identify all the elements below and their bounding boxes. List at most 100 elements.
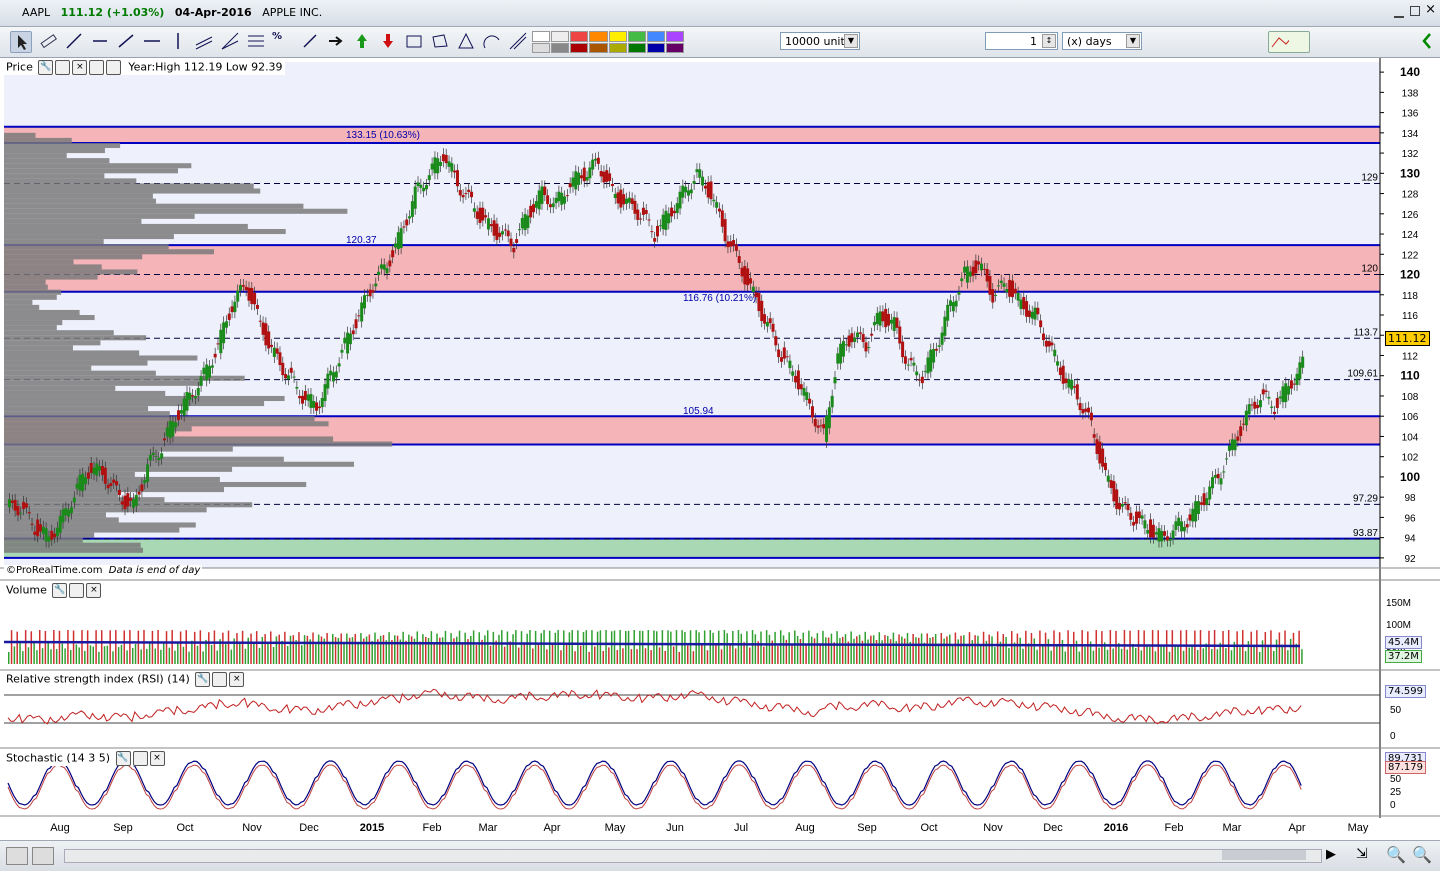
chart-area[interactable]: 133.15 (10.63%) 120.37 105.94 116.76 (10.21…: [0, 58, 1440, 840]
candle-body: [154, 455, 158, 457]
volume-bar: [912, 633, 914, 664]
rectangle-tool-icon[interactable]: [404, 31, 424, 51]
volume-profile-bar: [4, 487, 224, 493]
settings-icon[interactable]: [89, 60, 105, 75]
volume-bar: [492, 631, 495, 664]
candle-body: [1154, 532, 1158, 535]
arrow-right-icon[interactable]: [326, 31, 346, 51]
candle-body: [44, 528, 48, 542]
color-palette[interactable]: [532, 31, 684, 53]
chart-style-icon[interactable]: [1268, 31, 1310, 53]
zoom-out-icon[interactable]: 🔍: [1386, 845, 1406, 864]
minimize-icon[interactable]: [1394, 6, 1404, 18]
options-icon[interactable]: [106, 60, 122, 75]
ray-tool-icon[interactable]: [90, 31, 110, 51]
window-icon[interactable]: [69, 583, 85, 598]
source-note: ©ProRealTime.com: [6, 565, 103, 576]
candle-body: [709, 181, 713, 200]
channel-tool-icon[interactable]: [194, 31, 214, 51]
candle-body: [1044, 340, 1048, 347]
window-icon[interactable]: [132, 751, 148, 766]
window-icon[interactable]: [212, 672, 228, 687]
period-input[interactable]: 1 ↕: [985, 32, 1058, 50]
restore-icon[interactable]: [1410, 6, 1420, 16]
volume-bar: [1109, 630, 1112, 664]
polygon-tool-icon[interactable]: [430, 31, 450, 51]
close-panel-icon[interactable]: ×: [86, 583, 102, 598]
window-icon[interactable]: [55, 60, 71, 75]
volume-bar: [946, 636, 948, 664]
stepper-icon[interactable]: ↕: [1042, 34, 1056, 48]
candle-body: [69, 507, 73, 514]
close-panel-icon[interactable]: ×: [229, 672, 245, 687]
axis-tick-label: 100: [1400, 470, 1420, 484]
volume-bar: [1151, 630, 1154, 664]
volume-bar: [1284, 630, 1286, 664]
wrench-icon[interactable]: 🔧: [195, 672, 211, 687]
trendline-tool-icon[interactable]: [116, 31, 136, 51]
zoom-in-icon[interactable]: 🔍: [1412, 845, 1432, 864]
percent-tool-icon[interactable]: %: [272, 31, 283, 42]
volume-bar: [684, 631, 686, 664]
chevron-down-icon[interactable]: ▼: [1126, 34, 1140, 48]
volume-bar: [157, 630, 159, 664]
scroll-right-icon[interactable]: ▶: [1326, 847, 1336, 862]
candle-body: [591, 159, 595, 170]
fibonacci-tool-icon[interactable]: [246, 31, 266, 51]
candle-body: [729, 241, 733, 247]
chart-canvas[interactable]: 133.15 (10.63%) 120.37 105.94 116.76 (10.21…: [0, 58, 1440, 840]
price-change: 111.12 (+1.03%): [60, 6, 165, 19]
units-select[interactable]: 10000 units ▼: [780, 32, 860, 50]
wrench-icon[interactable]: 🔧: [52, 583, 68, 598]
close-icon[interactable]: ×: [1425, 2, 1436, 17]
volume-bar: [664, 651, 666, 664]
buy-arrow-icon[interactable]: [352, 31, 372, 51]
volume-bar: [410, 636, 413, 664]
wrench-icon[interactable]: 🔧: [115, 751, 131, 766]
candle-body: [980, 263, 983, 271]
close-panel-icon[interactable]: ×: [72, 60, 88, 75]
candle-body: [1256, 404, 1260, 409]
arc-tool-icon[interactable]: [482, 31, 502, 51]
candle-body: [16, 506, 20, 516]
ruler-tool-icon[interactable]: [38, 31, 58, 51]
volume-bar: [1275, 639, 1278, 664]
volume-bar: [377, 639, 379, 664]
indicator-icon[interactable]: [32, 847, 54, 865]
chart-options-icon[interactable]: [6, 847, 28, 865]
wrench-icon[interactable]: 🔧: [38, 60, 54, 75]
gann-tool-icon[interactable]: [508, 31, 528, 51]
close-panel-icon[interactable]: ×: [149, 751, 165, 766]
candle-body: [1025, 301, 1029, 317]
vertical-line-icon[interactable]: [168, 31, 188, 51]
line-tool-icon[interactable]: [64, 31, 84, 51]
volume-profile-bar: [4, 355, 198, 361]
candle-body: [582, 167, 586, 182]
horizontal-line-icon[interactable]: [142, 31, 162, 51]
candle-body: [484, 215, 488, 218]
volume-bar: [348, 637, 351, 664]
candle-body: [1295, 373, 1299, 385]
triangle-tool-icon[interactable]: [456, 31, 476, 51]
volume-bar: [1134, 647, 1137, 664]
zoom-fit-icon[interactable]: ⇲: [1356, 846, 1368, 862]
volume-bar: [1205, 643, 1207, 664]
fan-tool-icon[interactable]: [220, 31, 240, 51]
volume-profile-bar: [4, 304, 40, 310]
volume-bar: [686, 645, 689, 664]
volume-bar: [1050, 650, 1052, 664]
chevron-down-icon[interactable]: ▼: [844, 34, 858, 48]
period-unit-select[interactable]: (x) days ▼: [1062, 32, 1142, 50]
sell-arrow-icon[interactable]: [378, 31, 398, 51]
volume-bar: [216, 650, 218, 664]
sidebar-toggle-icon[interactable]: [1418, 31, 1438, 51]
volume-bar: [267, 641, 269, 664]
cursor-tool-icon[interactable]: [10, 31, 32, 53]
candle-body: [858, 332, 862, 334]
arrows-tool-icon[interactable]: [300, 31, 320, 51]
scrollbar-thumb[interactable]: [1222, 850, 1306, 860]
horizontal-scrollbar[interactable]: [64, 849, 1322, 863]
volume-bar: [450, 633, 452, 664]
volume-bar: [419, 641, 421, 664]
volume-bar: [1140, 650, 1143, 664]
